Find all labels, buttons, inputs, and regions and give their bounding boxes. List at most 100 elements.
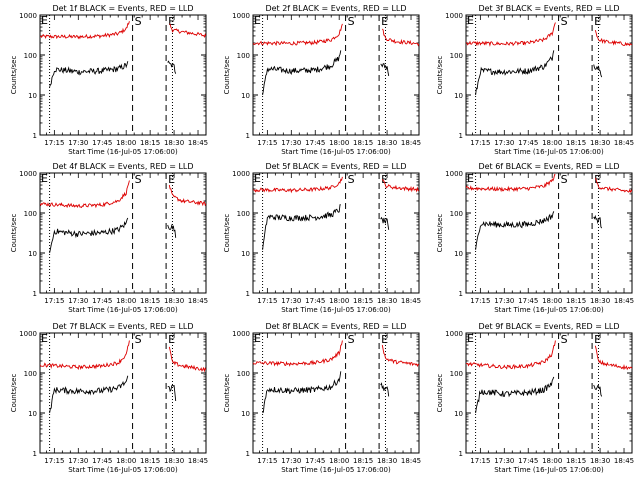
plot-frame — [252, 14, 420, 136]
events-series-line — [167, 60, 177, 74]
x-tick-label: 18:15 — [140, 457, 160, 465]
lld-series-line — [381, 178, 419, 193]
panel-title: Det 6f BLACK = Events, RED = LLD — [478, 162, 619, 171]
x-tick-label: 18:15 — [353, 139, 373, 147]
panel-title: Det 4f BLACK = Events, RED = LLD — [52, 162, 193, 171]
corner-marker-label: E — [467, 332, 474, 345]
y-tick-label: 100 — [237, 52, 250, 60]
y-tick-label: 1 — [33, 132, 37, 140]
plot-frame — [465, 14, 633, 136]
x-tick-label: 17:45 — [305, 139, 325, 147]
lld-series-line — [466, 340, 556, 370]
y-tick-label: 100 — [24, 210, 37, 218]
corner-marker-label: E — [254, 14, 261, 27]
marker-label: E — [381, 333, 388, 346]
y-tick-label: 10 — [454, 410, 463, 418]
marker-label: S — [348, 333, 355, 346]
events-series-line — [380, 382, 390, 397]
x-tick-label: 17:30 — [68, 139, 88, 147]
x-tick-label: 18:15 — [353, 457, 373, 465]
y-tick-label: 1 — [33, 290, 37, 298]
x-tick-label: 18:45 — [614, 297, 634, 305]
y-tick-label: 1 — [459, 290, 463, 298]
events-series-line — [262, 204, 341, 250]
x-tick-label: 17:15 — [257, 139, 277, 147]
plot-frame — [252, 172, 420, 294]
x-tick-label: 18:30 — [377, 139, 397, 147]
x-tick-label: 18:15 — [566, 457, 586, 465]
y-tick-label: 1000 — [445, 12, 463, 20]
marker-label: E — [168, 173, 175, 186]
x-tick-label: 18:45 — [401, 457, 421, 465]
x-tick-label: 18:15 — [566, 139, 586, 147]
lld-series-line — [168, 346, 206, 373]
detector-panel-8: Det 8f BLACK = Events, RED = LLD 1 10 100 10… — [223, 322, 421, 474]
x-tick-label: 18:00 — [116, 139, 136, 147]
panel-title: Det 8f BLACK = Events, RED = LLD — [265, 322, 406, 331]
y-tick-label: 10 — [454, 92, 463, 100]
x-tick-label: 18:45 — [401, 297, 421, 305]
x-tick-label: 17:30 — [281, 297, 301, 305]
x-axis-label: Start Time (16-Jul-05 17:06:00) — [281, 466, 391, 474]
y-tick-label: 100 — [24, 52, 37, 60]
y-tick-label: 1000 — [19, 170, 37, 178]
x-tick-label: 18:00 — [329, 457, 349, 465]
x-tick-label: 18:45 — [188, 139, 208, 147]
x-tick-label: 18:30 — [377, 297, 397, 305]
x-axis-label: Start Time (16-Jul-05 17:06:00) — [494, 148, 604, 156]
panel-title: Det 1f BLACK = Events, RED = LLD — [52, 4, 193, 13]
plot-frame — [465, 332, 633, 454]
y-tick-label: 1000 — [19, 330, 37, 338]
events-series-line — [167, 384, 177, 402]
lld-series-line — [594, 29, 632, 47]
x-tick-label: 17:15 — [470, 457, 490, 465]
x-tick-label: 18:30 — [590, 457, 610, 465]
events-series-line — [475, 376, 555, 414]
y-tick-label: 10 — [28, 250, 37, 258]
panel-title: Det 9f BLACK = Events, RED = LLD — [478, 322, 619, 331]
y-tick-label: 1 — [246, 450, 250, 458]
x-axis-label: Start Time (16-Jul-05 17:06:00) — [494, 466, 604, 474]
y-tick-label: 1000 — [232, 12, 250, 20]
lld-series-line — [40, 21, 130, 40]
y-tick-label: 10 — [241, 410, 250, 418]
y-axis-label: Counts/sec — [223, 56, 231, 95]
plot-frame — [39, 332, 207, 454]
x-axis-label: Start Time (16-Jul-05 17:06:00) — [281, 306, 391, 314]
x-tick-label: 17:45 — [518, 457, 538, 465]
x-tick-label: 18:00 — [116, 457, 136, 465]
x-tick-label: 17:45 — [92, 457, 112, 465]
x-tick-label: 18:45 — [188, 457, 208, 465]
y-tick-label: 100 — [237, 210, 250, 218]
x-tick-label: 17:15 — [470, 297, 490, 305]
detector-panel-9: Det 9f BLACK = Events, RED = LLD 1 10 100 10… — [436, 322, 634, 474]
marker-label: S — [348, 15, 355, 28]
y-axis-label: Counts/sec — [223, 214, 231, 253]
y-tick-label: 10 — [28, 410, 37, 418]
y-tick-label: 10 — [454, 250, 463, 258]
y-axis-label: Counts/sec — [436, 56, 444, 95]
x-tick-label: 17:45 — [92, 297, 112, 305]
plot-frame — [252, 332, 420, 454]
y-tick-label: 1000 — [232, 330, 250, 338]
corner-marker-label: E — [467, 14, 474, 27]
marker-label: S — [561, 173, 568, 186]
detector-panel-6: Det 6f BLACK = Events, RED = LLD 1 10 100 10… — [436, 162, 634, 314]
events-series-line — [262, 50, 342, 96]
lld-series-line — [381, 28, 419, 47]
x-tick-label: 17:15 — [470, 139, 490, 147]
x-tick-label: 18:30 — [164, 139, 184, 147]
marker-label: S — [561, 15, 568, 28]
y-tick-label: 10 — [241, 250, 250, 258]
x-tick-label: 17:45 — [305, 457, 325, 465]
x-axis-label: Start Time (16-Jul-05 17:06:00) — [68, 148, 178, 156]
x-tick-label: 17:30 — [68, 457, 88, 465]
lld-series-line — [466, 22, 556, 47]
x-tick-label: 18:45 — [614, 457, 634, 465]
y-tick-label: 1 — [246, 290, 250, 298]
corner-marker-label: E — [41, 172, 48, 185]
marker-label: E — [381, 173, 388, 186]
y-tick-label: 10 — [241, 92, 250, 100]
events-series-line — [475, 211, 555, 250]
